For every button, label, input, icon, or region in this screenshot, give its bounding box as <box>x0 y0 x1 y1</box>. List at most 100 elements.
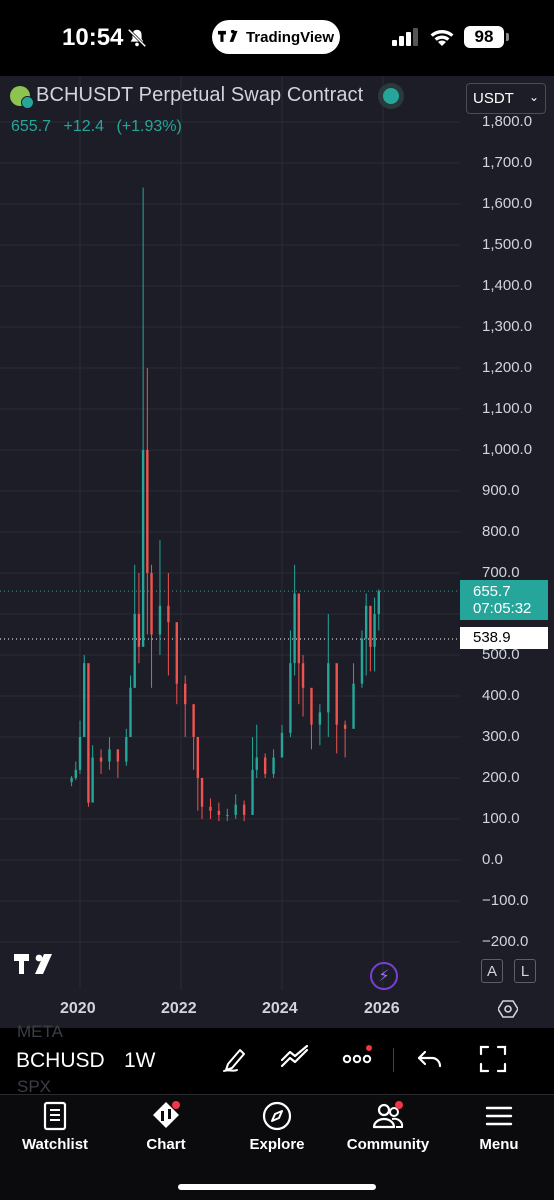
chart-icon <box>153 1101 180 1128</box>
interval-selector[interactable]: 1W <box>124 1049 156 1072</box>
candle-body <box>327 663 330 713</box>
candle-body <box>255 757 258 770</box>
candle-body <box>70 778 73 783</box>
candle-body <box>234 804 237 815</box>
tab-label: Menu <box>479 1136 519 1153</box>
candle-body <box>133 614 136 688</box>
candle-body <box>141 450 145 647</box>
tab-label: Watchlist <box>21 1136 89 1153</box>
time-axis-label: 2020 <box>60 1000 96 1017</box>
symbol-header[interactable]: BCHUSDT Perpetual Swap Contract <box>10 84 400 109</box>
tab-explore[interactable]: Explore <box>227 1100 327 1153</box>
time-axis-label: 2024 <box>262 1000 298 1017</box>
candle-body <box>310 687 313 725</box>
app-pill[interactable]: TradingView <box>212 20 340 54</box>
drawing-pen-icon[interactable] <box>220 1044 250 1074</box>
settings-icon[interactable] <box>498 999 518 1019</box>
currency-select[interactable]: USDT ⌄ <box>466 83 546 114</box>
last-price-tag: 655.7 07:05:32 <box>460 580 548 620</box>
candle-body <box>297 593 301 664</box>
price-quote: 655.7 +12.4 (+1.93%) <box>11 118 190 136</box>
price-axis-label: 300.0 <box>482 728 520 745</box>
price-axis-label: 500.0 <box>482 646 520 663</box>
tab-label: Chart <box>146 1136 186 1153</box>
price-axis-label: 800.0 <box>482 523 520 540</box>
tradingview-logo-icon <box>217 30 238 42</box>
ghost-symbol-above: META <box>17 1022 63 1041</box>
tab-label: Community <box>346 1136 430 1153</box>
book-icon <box>43 1101 67 1131</box>
candle-body <box>83 663 86 737</box>
candle-body <box>99 757 103 762</box>
candle-body <box>175 622 178 684</box>
price-axis-label: 700.0 <box>482 564 520 581</box>
price-axis-label: 900.0 <box>482 482 520 499</box>
bch-coin-icon <box>10 85 34 109</box>
last-price-tag-value: 655.7 <box>473 583 511 600</box>
bottom-tab-bar <box>0 1094 554 1200</box>
market-open-indicator <box>383 87 400 104</box>
symbol-selector[interactable]: BCHUSD <box>16 1049 105 1072</box>
candle-body <box>125 737 128 762</box>
price-axis-label: 1,200.0 <box>482 359 533 376</box>
tab-menu[interactable]: Menu <box>449 1100 549 1153</box>
price-axis-label: 1,600.0 <box>482 195 533 212</box>
candle-body <box>335 663 338 725</box>
price-axis-label: 400.0 <box>482 687 520 704</box>
auto-scale-button[interactable]: A <box>481 959 503 983</box>
symbol-title[interactable]: BCHUSDT Perpetual Swap Contract <box>36 84 364 106</box>
lightning-icon[interactable]: ⚡ <box>370 962 398 990</box>
candle-body <box>369 605 372 647</box>
menu-icon <box>485 1106 513 1126</box>
exchange-badge-icon <box>21 95 34 109</box>
undo-icon[interactable] <box>415 1044 445 1074</box>
price-axis-label: 1,400.0 <box>482 277 533 294</box>
candle-body <box>196 737 200 778</box>
price-axis-label: 200.0 <box>482 769 520 786</box>
price-axis-label: 100.0 <box>482 810 520 827</box>
tab-watchlist[interactable]: Watchlist <box>5 1100 105 1153</box>
status-bar: 10:54 TradingView 98 <box>0 0 554 76</box>
wifi-icon <box>430 30 454 46</box>
battery-nub <box>506 33 509 41</box>
candle-body <box>293 593 296 664</box>
cellular-signal-icon <box>392 28 418 46</box>
candle-body <box>343 724 347 729</box>
price-axis-label: 0.0 <box>482 851 503 868</box>
quote-change: +12.4 <box>63 118 104 135</box>
candle-body <box>137 614 141 647</box>
people-icon <box>372 1101 404 1129</box>
chart-panel[interactable] <box>0 76 554 1028</box>
quote-last: 655.7 <box>11 118 52 135</box>
candle-body <box>129 687 132 737</box>
toolbar-divider <box>393 1048 394 1072</box>
candle-body <box>360 638 364 684</box>
candle-body <box>87 663 90 803</box>
tab-community[interactable]: Community <box>338 1100 438 1153</box>
tab-chart[interactable]: Chart <box>116 1100 216 1153</box>
status-time: 10:54 <box>62 24 124 51</box>
candle-body <box>226 814 229 816</box>
candle-body <box>167 605 170 623</box>
price-axis-label: 1,300.0 <box>482 318 533 335</box>
fullscreen-icon[interactable] <box>478 1044 508 1074</box>
tradingview-watermark-icon <box>14 954 52 974</box>
time-axis-label: 2022 <box>161 1000 197 1017</box>
more-options-icon[interactable] <box>342 1044 372 1074</box>
candle-body <box>116 749 120 762</box>
candle-body <box>74 769 77 778</box>
candle-body <box>373 614 376 647</box>
time-axis-label: 2026 <box>364 1000 400 1017</box>
candle-body <box>251 769 254 815</box>
candle-body <box>209 806 212 811</box>
price-axis-label: −200.0 <box>482 933 529 950</box>
indicators-icon[interactable] <box>280 1044 310 1074</box>
candle-body <box>272 757 275 774</box>
price-axis-label: 1,000.0 <box>482 441 533 458</box>
bell-muted-icon <box>127 28 147 48</box>
candle-body <box>108 749 111 762</box>
price-axis-label: 1,500.0 <box>482 236 533 253</box>
price-chart[interactable] <box>0 76 554 1028</box>
candle-body <box>280 732 284 758</box>
log-scale-button[interactable]: L <box>514 959 536 983</box>
